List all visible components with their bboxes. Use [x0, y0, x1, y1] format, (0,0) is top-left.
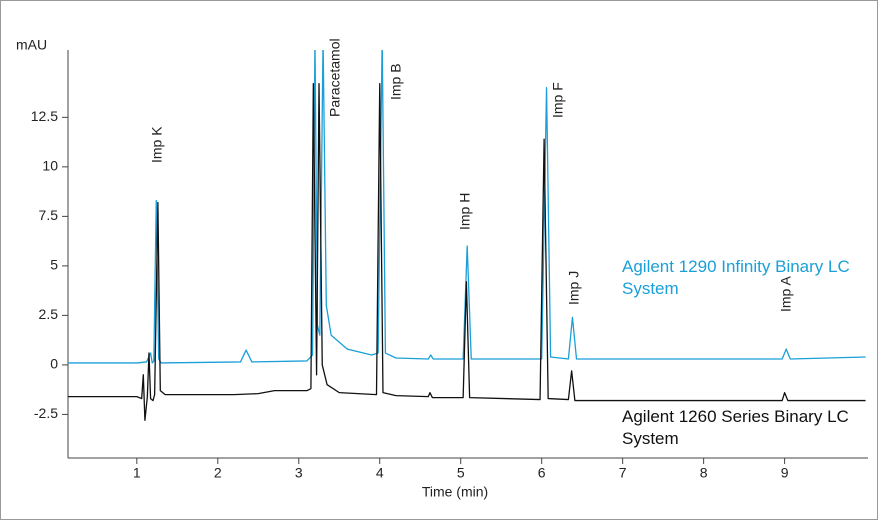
x-tick-label: 3 — [295, 465, 303, 481]
y-tick-label: 10 — [42, 158, 58, 174]
trace-line — [68, 83, 866, 422]
x-tick-label: 2 — [214, 465, 222, 481]
peak-label: Imp J — [566, 271, 582, 305]
x-tick-label: 1 — [133, 465, 141, 481]
y-tick-label: 7.5 — [39, 207, 59, 223]
peak-label: Imp F — [550, 82, 566, 118]
x-tick-label: 4 — [376, 465, 384, 481]
trace-line — [68, 50, 866, 364]
peak-label: Imp K — [149, 126, 165, 163]
peak-label: Imp H — [457, 193, 473, 230]
peak-label: Imp B — [388, 63, 404, 100]
x-tick-label: 7 — [619, 465, 627, 481]
plot-area — [68, 50, 866, 422]
x-tick-label: 8 — [700, 465, 708, 481]
y-axis-label: mAU — [16, 37, 47, 53]
y-tick-label: 5 — [50, 257, 58, 273]
legend-label: Agilent 1290 Infinity Binary LC System — [622, 257, 850, 298]
y-tick-label: 0 — [50, 356, 58, 372]
peak-label: Imp A — [778, 276, 794, 312]
x-tick-label: 6 — [538, 465, 546, 481]
x-tick-label: 5 — [457, 465, 465, 481]
y-tick-label: 2.5 — [39, 306, 59, 322]
x-axis-label: Time (min) — [422, 484, 488, 500]
y-tick-label: -2.5 — [34, 405, 58, 421]
x-tick-label: 9 — [781, 465, 789, 481]
legend-label: Agilent 1260 Series Binary LC System — [622, 407, 849, 448]
peak-label: Paracetamol — [327, 38, 343, 117]
y-tick-label: 12.5 — [31, 108, 58, 124]
